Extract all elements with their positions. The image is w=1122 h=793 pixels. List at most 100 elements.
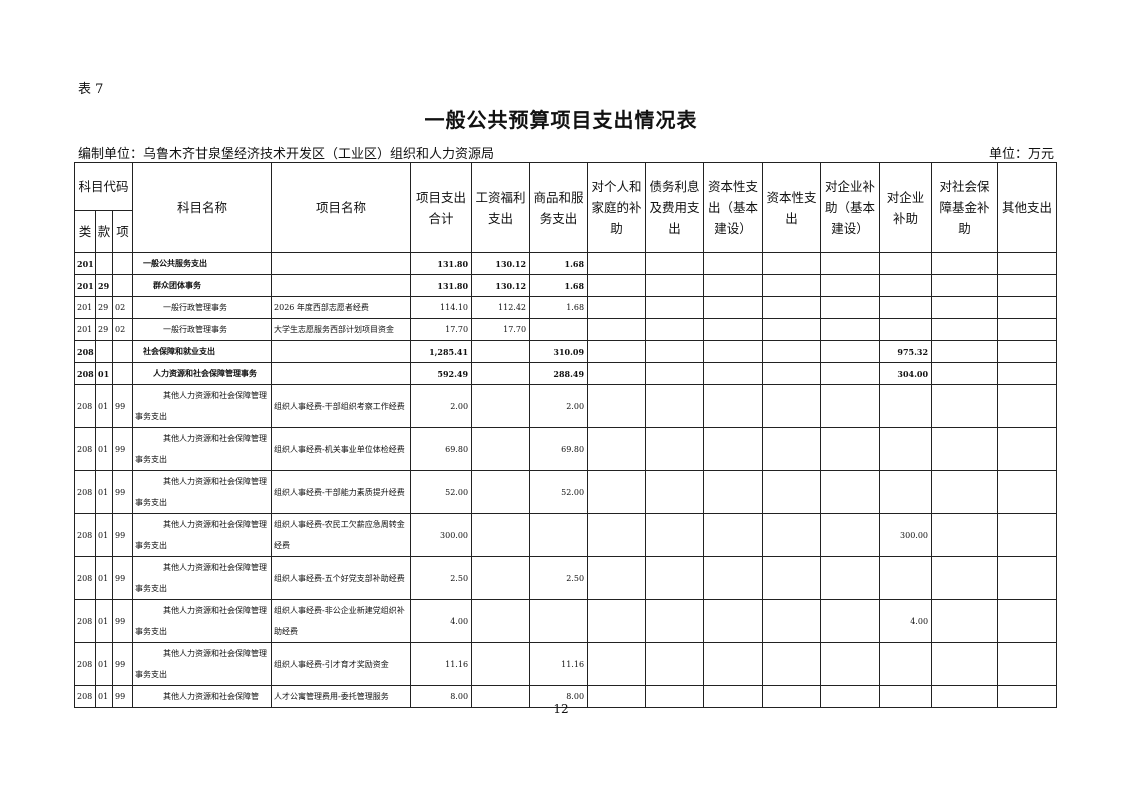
cell-enterprise-subsidy: [879, 642, 933, 686]
cell-wages: [471, 599, 531, 643]
table-label: 表 7: [78, 82, 104, 97]
cell-wages: [471, 470, 531, 514]
cell-lei: 208: [74, 340, 96, 363]
header-subject-name: 科目名称: [132, 162, 273, 253]
cell-subject-name: 其他人力资源和社会保障管理事务支出: [132, 384, 273, 428]
cell-xiang: 99: [111, 427, 134, 471]
cell-social-security-fund: [931, 318, 999, 341]
cell-goods-services: 310.09: [529, 340, 589, 363]
cell-enterprise-subsidy-basic: [820, 384, 881, 428]
cell-kuan: [95, 340, 113, 363]
cell-wages: [471, 556, 531, 600]
table-row: 208 01 99 其他人力资源和社会保障管理事务支出 组织人事经费-干部组织考察工作经…: [74, 384, 1058, 428]
cell-kuan: 01: [95, 384, 113, 428]
header-capital-basic: 资本性支出（基本建设）: [703, 162, 764, 253]
cell-total: 592.49: [410, 362, 473, 385]
cell-project-name: [271, 252, 412, 275]
cell-lei: 208: [74, 470, 96, 514]
cell-debt-interest: [645, 384, 705, 428]
cell-social-security-fund: [931, 296, 999, 319]
cell-household-subsidy: [587, 318, 647, 341]
cell-subject-name: 其他人力资源和社会保障管: [132, 685, 273, 708]
cell-lei: 201: [74, 274, 96, 297]
cell-capital: [762, 340, 822, 363]
cell-total: 52.00: [410, 470, 473, 514]
header-code-group: 科目代码: [73, 162, 134, 211]
table-row: 208 01 99 其他人力资源和社会保障管理事务支出 组织人事经费-五个好党支部补助经…: [74, 556, 1058, 600]
cell-goods-services: 1.68: [529, 274, 589, 297]
cell-capital: [762, 362, 822, 385]
cell-debt-interest: [645, 427, 705, 471]
cell-household-subsidy: [587, 384, 647, 428]
header-lei: 类: [74, 210, 96, 253]
cell-goods-services: 1.68: [529, 296, 589, 319]
cell-lei: 201: [74, 252, 96, 275]
header-enterprise-subsidy: 对企业补助: [879, 162, 933, 253]
cell-subject-name: 其他人力资源和社会保障管理事务支出: [132, 513, 273, 557]
cell-kuan: [95, 252, 113, 275]
table-row: 201 29 02 一般行政管理事务 2026 年度西部志愿者经费 114.10 112.4…: [74, 296, 1058, 319]
header-project-name: 项目名称: [271, 162, 412, 253]
cell-wages: [471, 340, 531, 363]
cell-xiang: 99: [111, 556, 134, 600]
cell-social-security-fund: [931, 340, 999, 363]
cell-capital-basic: [703, 556, 764, 600]
table-row: 201 29 02 一般行政管理事务 大学生志愿服务西部计划项目资金 17.70 17.70: [74, 318, 1058, 341]
cell-total: 17.70: [410, 318, 473, 341]
cell-lei: 208: [74, 599, 96, 643]
cell-wages: [471, 513, 531, 557]
cell-xiang: 02: [111, 296, 134, 319]
cell-debt-interest: [645, 340, 705, 363]
cell-project-name: 2026 年度西部志愿者经费: [271, 296, 412, 319]
cell-project-name: 大学生志愿服务西部计划项目资金: [271, 318, 412, 341]
cell-project-name: 组织人事经费-引才育才奖励资金: [271, 642, 412, 686]
cell-wages: 130.12: [471, 274, 531, 297]
cell-subject-name: 社会保障和就业支出: [132, 340, 273, 363]
cell-other: [997, 642, 1058, 686]
cell-goods-services: 288.49: [529, 362, 589, 385]
cell-enterprise-subsidy-basic: [820, 340, 881, 363]
table-row: 208 01 人力资源和社会保障管理事务 592.49 288.49 304.00: [74, 362, 1058, 385]
table-row: 208 01 99 其他人力资源和社会保障管理事务支出 组织人事经费-引才育才奖励资金 1…: [74, 642, 1058, 686]
cell-enterprise-subsidy-basic: [820, 556, 881, 600]
table-row: 208 01 99 其他人力资源和社会保障管理事务支出 组织人事经费-农民工欠薪应急周转…: [74, 513, 1058, 557]
cell-capital: [762, 252, 822, 275]
cell-capital-basic: [703, 427, 764, 471]
cell-subject-name: 一般行政管理事务: [132, 318, 273, 341]
table-row: 208 01 99 其他人力资源和社会保障管理事务支出 组织人事经费-干部能力素质提升经…: [74, 470, 1058, 514]
cell-capital: [762, 513, 822, 557]
cell-enterprise-subsidy: [879, 470, 933, 514]
cell-goods-services: 69.80: [529, 427, 589, 471]
cell-kuan: 01: [95, 470, 113, 514]
cell-debt-interest: [645, 296, 705, 319]
cell-capital: [762, 384, 822, 428]
cell-subject-name: 其他人力资源和社会保障管理事务支出: [132, 427, 273, 471]
cell-capital: [762, 318, 822, 341]
cell-subject-name: 其他人力资源和社会保障管理事务支出: [132, 599, 273, 643]
cell-total: 300.00: [410, 513, 473, 557]
cell-other: [997, 362, 1058, 385]
cell-household-subsidy: [587, 556, 647, 600]
cell-project-name: 组织人事经费-干部组织考察工作经费: [271, 384, 412, 428]
cell-debt-interest: [645, 556, 705, 600]
cell-lei: 208: [74, 556, 96, 600]
cell-total: 11.16: [410, 642, 473, 686]
cell-capital-basic: [703, 318, 764, 341]
cell-enterprise-subsidy-basic: [820, 427, 881, 471]
cell-enterprise-subsidy-basic: [820, 513, 881, 557]
cell-enterprise-subsidy: [879, 252, 933, 275]
cell-lei: 201: [74, 296, 96, 319]
cell-xiang: [111, 252, 134, 275]
cell-other: [997, 318, 1058, 341]
cell-subject-name: 其他人力资源和社会保障管理事务支出: [132, 470, 273, 514]
cell-capital: [762, 274, 822, 297]
cell-kuan: 01: [95, 427, 113, 471]
header-kuan: 款: [95, 210, 113, 253]
cell-enterprise-subsidy-basic: [820, 318, 881, 341]
table-row: 201 29 群众团体事务 131.80 130.12 1.68: [74, 274, 1058, 297]
cell-project-name: [271, 362, 412, 385]
cell-total: 4.00: [410, 599, 473, 643]
header-xiang: 项: [111, 210, 134, 253]
cell-capital: [762, 556, 822, 600]
cell-subject-name: 人力资源和社会保障管理事务: [132, 362, 273, 385]
